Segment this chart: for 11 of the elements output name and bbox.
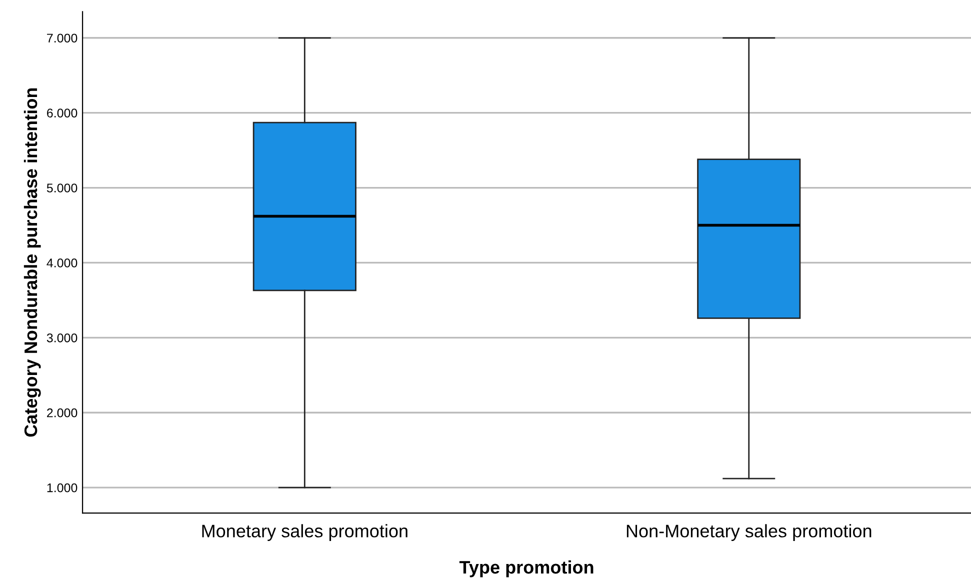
y-tick-label: 2.000 — [47, 408, 78, 418]
y-tick-label: 6.000 — [47, 108, 78, 118]
x-tick-label: Monetary sales promotion — [202, 524, 408, 541]
y-tick-label: 4.000 — [46, 258, 78, 268]
y-tick-label: 1.000 — [47, 483, 78, 492]
x-axis-title: Type promotion — [459, 560, 594, 578]
y-tick-label: 7.000 — [47, 34, 78, 43]
y-tick-label: 5.000 — [46, 184, 78, 192]
y-tick-label: 3.000 — [46, 333, 78, 342]
x-tick-label: Non-Monetary sales promotion — [626, 524, 872, 541]
y-axis-title: Category Nondurable purchase intention — [24, 88, 41, 437]
